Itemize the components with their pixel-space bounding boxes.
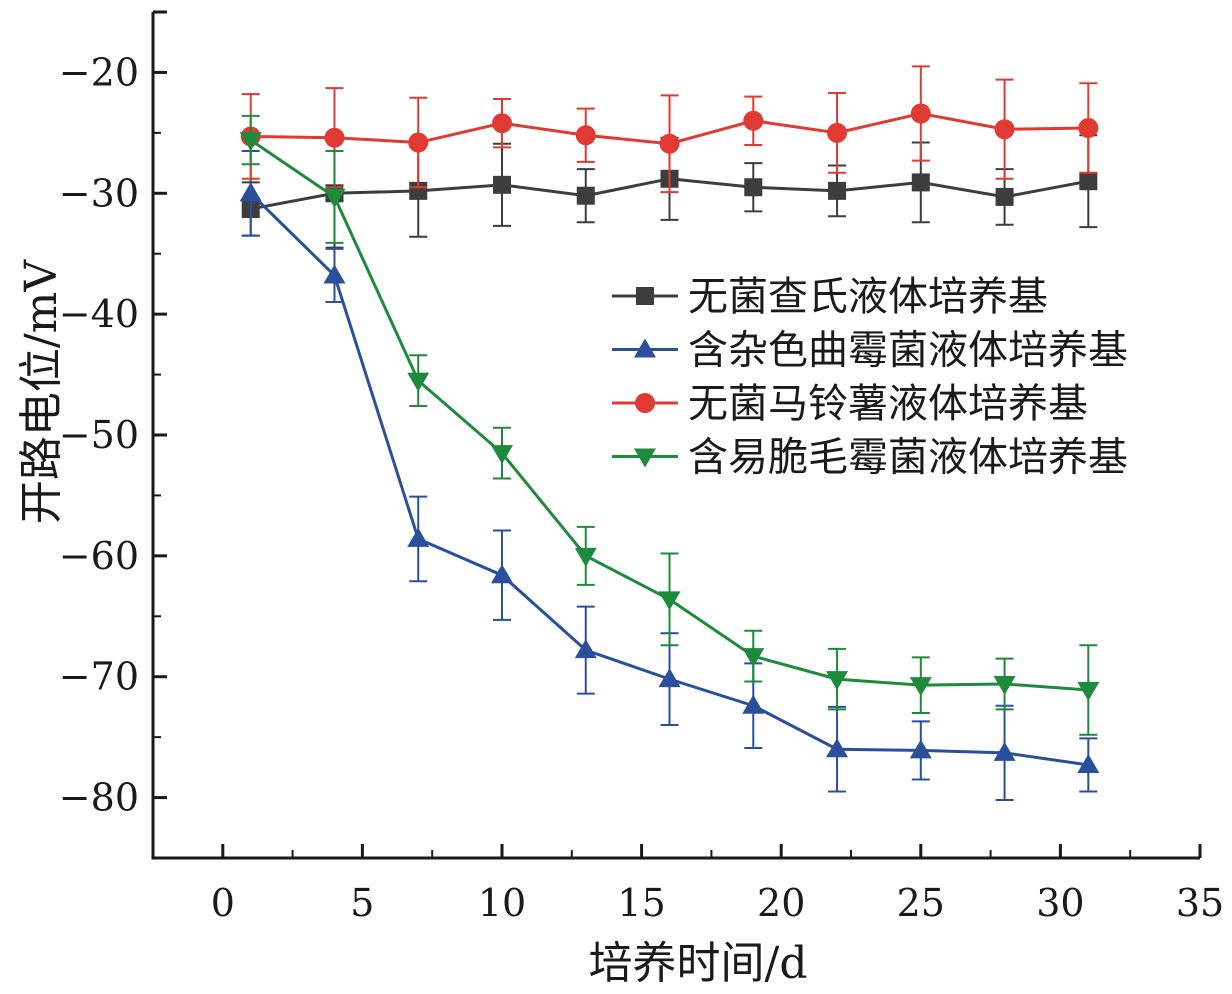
data-point <box>491 564 513 584</box>
series-2 <box>240 65 1099 194</box>
legend-item: 含易脆毛霉菌液体培养基 <box>612 435 1128 481</box>
y-tick-label: −80 <box>59 776 139 820</box>
data-point <box>239 182 262 202</box>
data-point <box>744 178 763 197</box>
legend-marker <box>634 338 656 358</box>
legend-label: 含易脆毛霉菌液体培养基 <box>688 435 1128 481</box>
series-3 <box>239 114 1100 736</box>
y-tick-label: −30 <box>59 171 139 215</box>
y-axis-title: 开路电位/mV <box>16 259 67 525</box>
data-point <box>742 694 765 714</box>
x-tick-label: 20 <box>757 881 805 925</box>
data-point <box>1077 682 1100 702</box>
data-point <box>493 175 511 194</box>
y-tick-label: −50 <box>59 413 139 457</box>
data-point <box>574 547 597 567</box>
data-point <box>323 188 346 208</box>
data-point <box>993 741 1016 761</box>
x-axis-title: 培养时间/d <box>589 938 808 989</box>
data-point <box>909 739 932 759</box>
legend-item: 无菌查氏液体培养基 <box>612 274 1048 320</box>
data-point <box>994 119 1015 140</box>
data-point <box>574 639 597 659</box>
data-point <box>1078 118 1099 139</box>
data-point <box>828 181 847 200</box>
data-point <box>659 133 680 154</box>
y-tick-label: −60 <box>59 534 139 578</box>
legend-label: 无菌马铃薯液体培养基 <box>688 381 1088 427</box>
x-tick-label: 5 <box>350 881 374 925</box>
data-point <box>743 110 764 131</box>
legend-marker <box>635 393 655 413</box>
x-tick-label: 25 <box>897 881 945 925</box>
data-point <box>993 675 1016 695</box>
data-point <box>407 527 430 547</box>
data-point <box>911 173 930 192</box>
legend-marker <box>636 287 654 305</box>
y-tick-label: −20 <box>59 50 139 94</box>
legend: 无菌查氏液体培养基含杂色曲霉菌液体培养基无菌马铃薯液体培养基含易脆毛霉菌液体培养… <box>612 274 1128 481</box>
x-tick-label: 0 <box>211 881 235 925</box>
axes: −20 −30 −40 −50 −60 −70 −80 0 5 10 15 20 25 30 35 <box>59 10 1224 925</box>
data-point <box>658 668 681 688</box>
data-point <box>491 445 513 465</box>
series-1 <box>239 149 1100 801</box>
legend-marker <box>634 448 656 468</box>
series-layer <box>239 65 1100 801</box>
data-point <box>239 132 262 152</box>
data-point <box>408 132 429 153</box>
x-tick-label: 30 <box>1036 881 1084 925</box>
data-point <box>995 187 1014 206</box>
legend-label: 含杂色曲霉菌液体培养基 <box>688 328 1128 374</box>
data-point <box>658 591 681 611</box>
data-point <box>324 127 345 148</box>
x-tick-label: 35 <box>1176 881 1224 925</box>
legend-label: 无菌查氏液体培养基 <box>688 274 1048 320</box>
data-point <box>407 372 430 392</box>
data-point <box>492 113 512 134</box>
data-point <box>826 738 849 758</box>
data-point <box>909 677 932 697</box>
data-point <box>323 264 346 284</box>
data-point <box>910 103 931 124</box>
y-tick-label: −40 <box>59 292 139 336</box>
x-tick-label: 15 <box>617 881 665 925</box>
data-point <box>827 122 848 143</box>
data-point <box>742 648 765 668</box>
legend-item: 无菌马铃薯液体培养基 <box>612 381 1088 427</box>
data-point <box>575 125 596 146</box>
y-tick-label: −70 <box>59 655 139 699</box>
data-point <box>1077 753 1100 773</box>
data-point <box>826 671 849 691</box>
data-point <box>576 186 595 205</box>
x-tick-label: 10 <box>478 881 526 925</box>
data-point <box>1079 172 1098 191</box>
legend-item: 含杂色曲霉菌液体培养基 <box>612 328 1128 374</box>
